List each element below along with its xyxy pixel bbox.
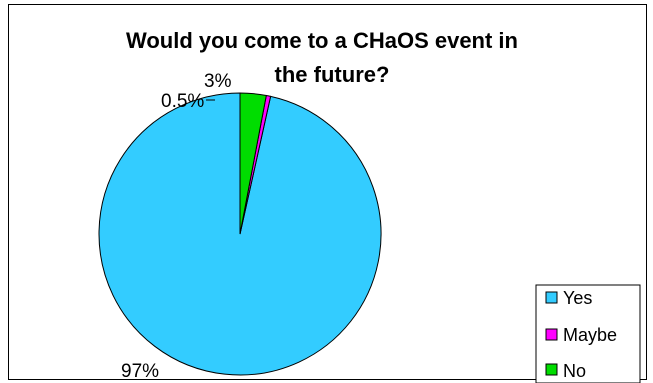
- slice-label-maybe: 0.5%: [161, 91, 204, 112]
- legend-swatch-maybe: [545, 328, 558, 341]
- legend-item-yes: Yes: [545, 288, 592, 308]
- chart-title-line-2: the future?: [275, 62, 390, 87]
- slice-label-no: 3%: [204, 71, 232, 92]
- legend-item-maybe: Maybe: [545, 325, 617, 345]
- chart-title-line-1: Would you come to a CHaOS event in: [126, 28, 518, 53]
- legend-label-yes: Yes: [563, 288, 592, 308]
- pie-slices: [98, 92, 382, 376]
- legend-swatch-no: [545, 363, 558, 376]
- legend-swatch-yes: [545, 291, 558, 304]
- legend-item-no: No: [545, 361, 586, 381]
- slice-label-yes: 97%: [121, 361, 159, 382]
- legend-label-no: No: [563, 361, 586, 381]
- pie-slice-no: [239, 92, 267, 235]
- legend-label-maybe: Maybe: [563, 325, 617, 345]
